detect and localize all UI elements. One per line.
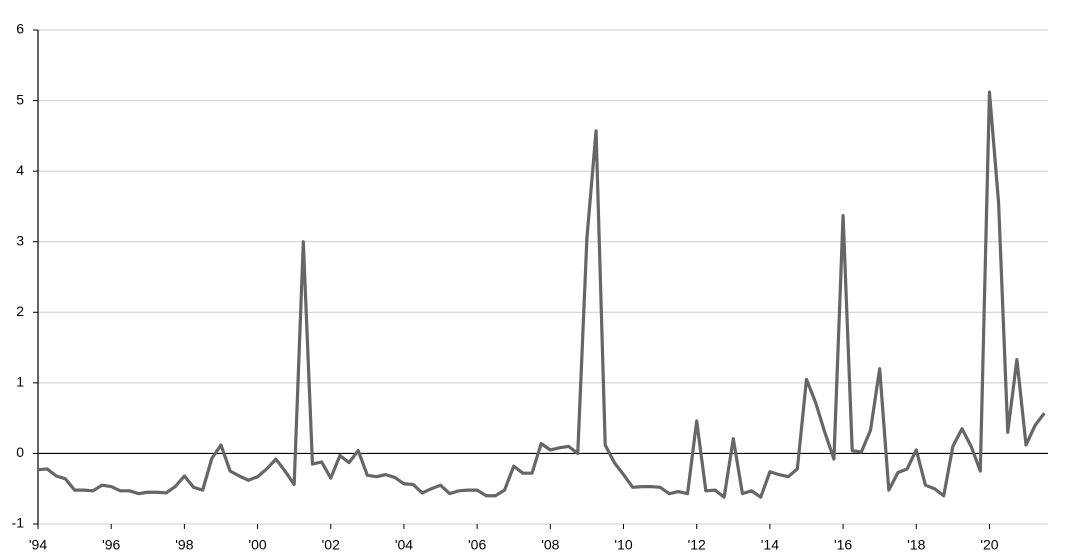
x-tick-label: '94 (29, 537, 47, 553)
y-tick-label: 0 (16, 444, 24, 460)
x-tick-label: '14 (761, 537, 779, 553)
y-tick-label: 5 (16, 91, 24, 107)
x-tick-label: '12 (688, 537, 706, 553)
x-tick-label: '18 (907, 537, 925, 553)
y-tick-label: -1 (12, 515, 25, 531)
x-tick-label: '96 (102, 537, 120, 553)
y-tick-label: 1 (16, 374, 24, 390)
x-tick-label: '16 (834, 537, 852, 553)
x-tick-label: '98 (175, 537, 193, 553)
series-line (37, 90, 1046, 499)
y-tick-label: 4 (16, 162, 24, 178)
x-tick-label: '00 (248, 537, 266, 553)
y-tick-label: 3 (16, 232, 24, 248)
y-tick-label: 2 (16, 303, 24, 319)
x-tick-label: '04 (395, 537, 413, 553)
x-tick-label: '08 (541, 537, 559, 553)
x-tick-label: '02 (322, 537, 340, 553)
x-tick-label: '20 (980, 537, 998, 553)
y-tick-label: 6 (16, 21, 24, 37)
x-tick-label: '10 (614, 537, 632, 553)
x-tick-label: '06 (468, 537, 486, 553)
